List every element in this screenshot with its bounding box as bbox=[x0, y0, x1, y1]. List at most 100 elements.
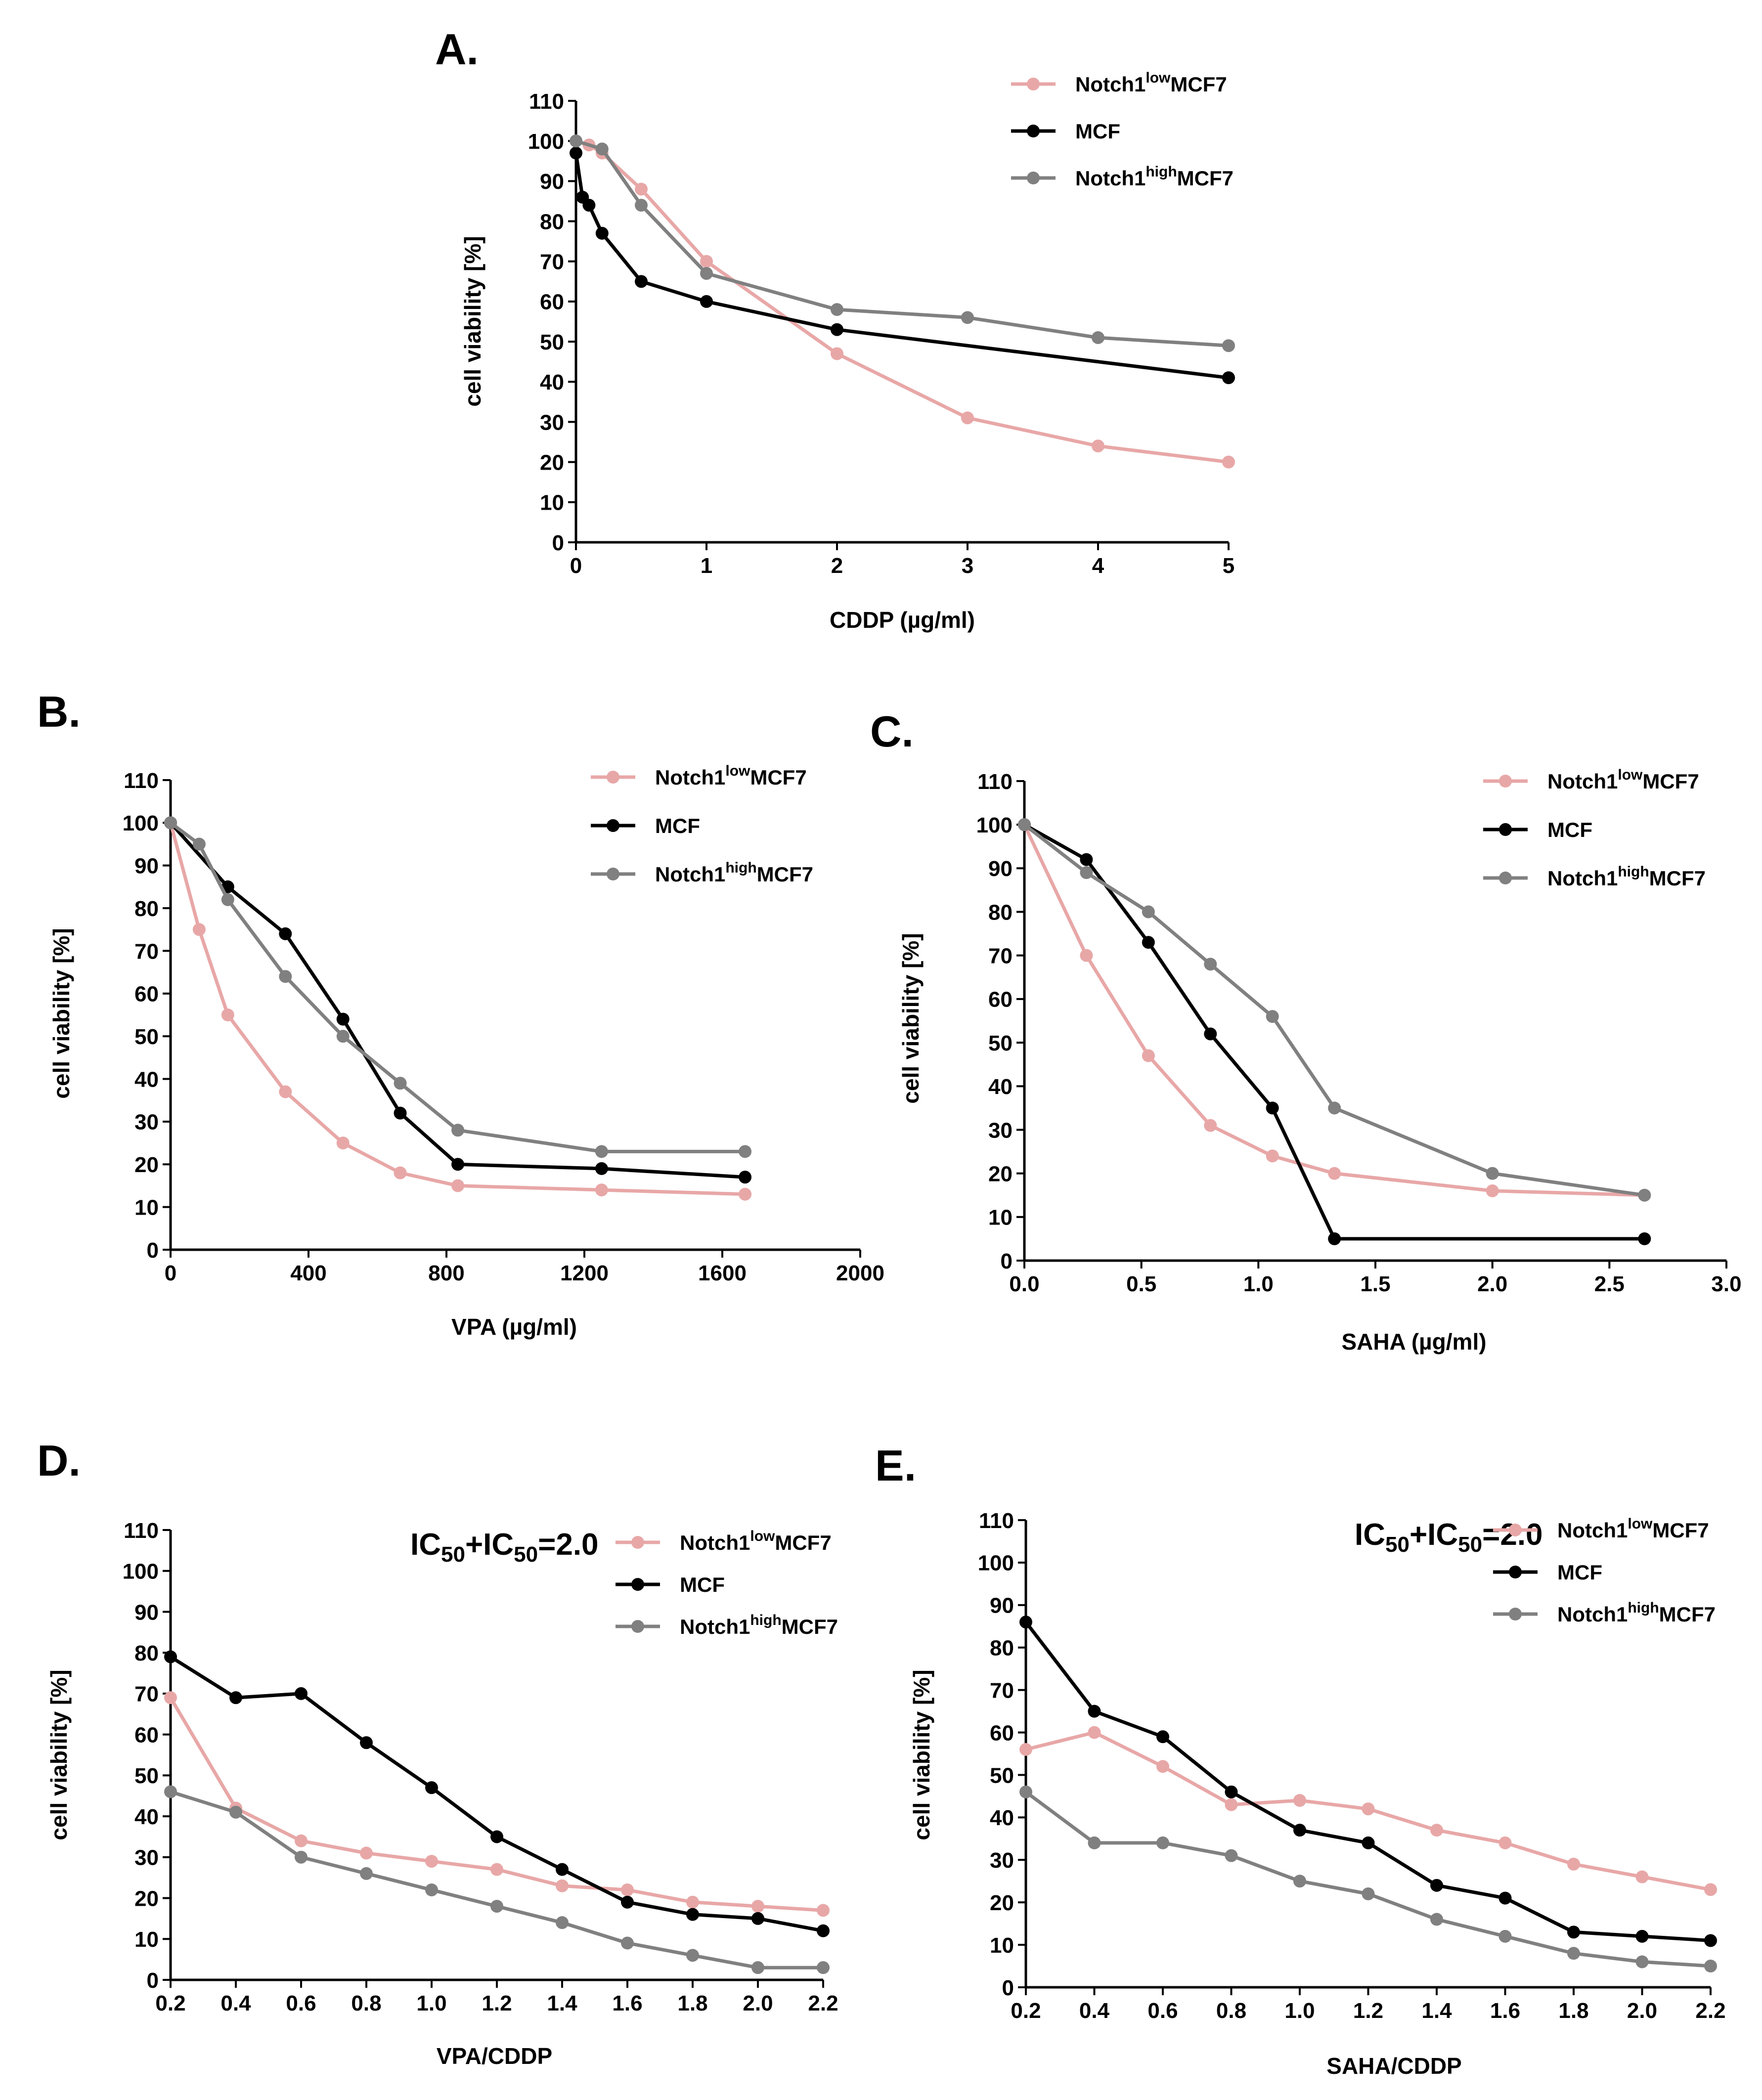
x-tick-label: 400 bbox=[290, 1261, 326, 1285]
x-tick-label: 1.2 bbox=[1353, 1999, 1383, 2023]
data-point-low bbox=[1328, 1167, 1341, 1180]
data-point-low bbox=[490, 1863, 503, 1876]
series-line-mcf bbox=[169, 822, 746, 1179]
x-tick-label: 800 bbox=[428, 1261, 464, 1285]
legend-item-mcf: MCF bbox=[591, 814, 700, 837]
legend-item-mcf: MCF bbox=[1483, 818, 1592, 841]
legend-label-mcf: MCF bbox=[655, 814, 700, 837]
legend-label-sup: high bbox=[1145, 164, 1177, 180]
legend-label-sup: high bbox=[750, 1612, 781, 1628]
data-point-low bbox=[1080, 949, 1093, 962]
data-point-mcf bbox=[1362, 1836, 1375, 1849]
data-point-high bbox=[1293, 1875, 1306, 1888]
y-tick-label: 70 bbox=[540, 250, 564, 274]
data-point-low bbox=[425, 1855, 438, 1868]
legend-label-end: MCF7 bbox=[1642, 770, 1699, 793]
data-point-high bbox=[595, 142, 609, 156]
y-tick-label: 30 bbox=[988, 1118, 1013, 1142]
y-tick-label: 110 bbox=[529, 89, 564, 114]
data-point-high bbox=[1362, 1887, 1375, 1900]
y-tick-label: 90 bbox=[540, 170, 564, 194]
x-tick-label: 2 bbox=[831, 554, 843, 578]
legend-label-mcf: MCF bbox=[1557, 1561, 1602, 1584]
x-tick-label: 1 bbox=[701, 554, 712, 578]
data-point-high bbox=[1080, 866, 1093, 879]
data-point-low bbox=[451, 1179, 465, 1192]
series-low bbox=[164, 1691, 830, 1917]
y-tick-label: 70 bbox=[988, 944, 1013, 968]
data-point-high bbox=[425, 1883, 438, 1896]
data-point-high bbox=[1486, 1167, 1499, 1180]
x-tick-label: 1.0 bbox=[1284, 1999, 1315, 2023]
data-point-mcf bbox=[1019, 1616, 1032, 1629]
legend-item-high: Notch1highMCF7 bbox=[591, 860, 813, 886]
x-tick-label: 0.8 bbox=[1216, 1999, 1246, 2023]
legend-label-main: MCF bbox=[680, 1573, 725, 1596]
series-high bbox=[1019, 1785, 1717, 1973]
x-tick-label: 1.6 bbox=[1490, 1999, 1520, 2023]
data-point-low bbox=[1142, 1049, 1155, 1062]
legend-label-sup: low bbox=[725, 763, 750, 779]
series-line-mcf bbox=[170, 1655, 824, 1933]
data-point-high bbox=[570, 134, 582, 148]
legend-label-main: Notch1 bbox=[1075, 73, 1145, 96]
panel-label: E. bbox=[875, 1441, 916, 1490]
data-point-high bbox=[635, 199, 648, 212]
data-point-mcf bbox=[164, 1650, 177, 1663]
y-tick-label: 50 bbox=[134, 1764, 159, 1788]
legend-label-main: MCF bbox=[1557, 1561, 1602, 1584]
data-point-mcf bbox=[686, 1908, 699, 1921]
data-point-mcf bbox=[336, 1012, 350, 1026]
data-point-low bbox=[1222, 455, 1235, 469]
data-point-mcf bbox=[1266, 1101, 1279, 1115]
data-point-high bbox=[1018, 818, 1031, 831]
x-tick-label: 4 bbox=[1092, 554, 1104, 578]
data-point-mcf bbox=[570, 146, 582, 160]
legend-label-main: Notch1 bbox=[1547, 770, 1618, 793]
data-point-high bbox=[164, 1785, 177, 1798]
data-point-high bbox=[621, 1936, 634, 1950]
y-tick-label: 40 bbox=[540, 370, 564, 394]
legend-marker-high bbox=[1499, 872, 1512, 884]
data-point-high bbox=[1704, 1960, 1717, 1973]
y-tick-label: 10 bbox=[988, 1206, 1013, 1230]
legend-label-end: MCF7 bbox=[1659, 1603, 1716, 1626]
legend-label-low: Notch1lowMCF7 bbox=[655, 763, 807, 789]
data-point-high bbox=[817, 1961, 830, 1974]
data-point-high bbox=[1266, 1010, 1279, 1023]
y-tick-label: 60 bbox=[990, 1721, 1014, 1745]
y-tick-label: 80 bbox=[990, 1636, 1014, 1661]
annotation-text: +IC bbox=[1410, 1518, 1458, 1552]
x-tick-label: 3.0 bbox=[1711, 1272, 1741, 1296]
y-tick-label: 60 bbox=[540, 290, 564, 314]
y-tick-label: 90 bbox=[988, 857, 1013, 881]
x-tick-label: 1.2 bbox=[482, 1991, 512, 2015]
y-axis-label: cell viability [%] bbox=[46, 1669, 72, 1840]
y-tick-label: 100 bbox=[123, 1560, 159, 1584]
data-point-mcf bbox=[1142, 936, 1155, 949]
x-tick-label: 0.5 bbox=[1126, 1272, 1156, 1296]
chart-panel-c: C. 0 10 20 30 40 50 60 70 80 90 100 110 0.0 0.5 1.0 1.5 2… bbox=[870, 707, 1742, 1355]
data-point-mcf bbox=[1635, 1929, 1649, 1943]
y-tick-label: 60 bbox=[134, 982, 159, 1006]
data-point-high bbox=[295, 1850, 308, 1864]
panel-label: B. bbox=[37, 687, 81, 736]
y-tick-label: 100 bbox=[123, 811, 159, 835]
legend-marker-low bbox=[607, 771, 619, 784]
x-axis-label: CDDP (µg/ml) bbox=[830, 607, 975, 633]
data-point-high bbox=[451, 1124, 465, 1137]
y-tick-label: 40 bbox=[134, 1805, 159, 1829]
data-point-low bbox=[360, 1846, 373, 1860]
data-point-low bbox=[1704, 1883, 1717, 1896]
legend-marker-low bbox=[1027, 78, 1040, 90]
legend-label-high: Notch1highMCF7 bbox=[680, 1612, 838, 1638]
y-tick-label: 90 bbox=[134, 854, 159, 878]
legend-label-main: Notch1 bbox=[680, 1531, 750, 1554]
y-tick-label: 40 bbox=[134, 1067, 159, 1092]
data-point-low bbox=[1225, 1798, 1238, 1811]
annotation-text: IC bbox=[410, 1528, 441, 1562]
x-tick-label: 0 bbox=[570, 554, 582, 578]
x-axis-label: SAHA (µg/ml) bbox=[1341, 1329, 1486, 1355]
legend-label-sup: low bbox=[750, 1528, 775, 1544]
